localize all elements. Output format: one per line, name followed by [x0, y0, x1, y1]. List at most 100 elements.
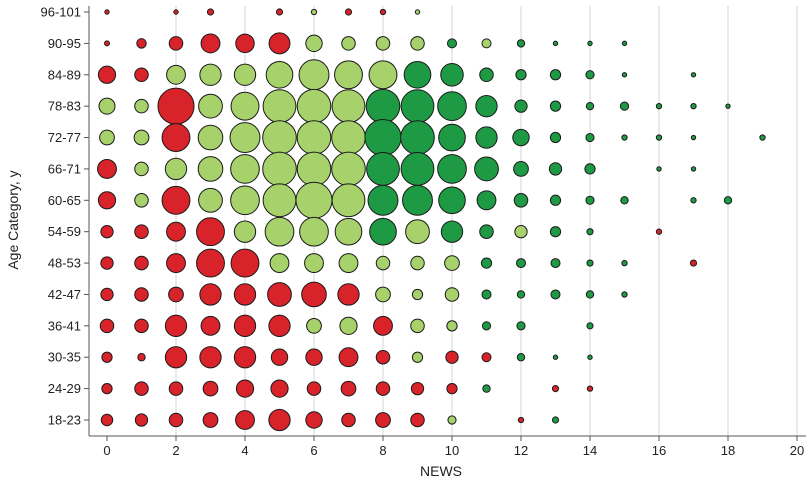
bubble-x8-84-89 [368, 60, 398, 90]
bubble-x18-60-65 [723, 196, 733, 205]
bubble-x7-72-77 [331, 120, 366, 155]
bubble-x14-30-35 [587, 354, 593, 360]
bubble-x9-78-83 [400, 89, 435, 124]
bubble-x8-72-77 [364, 118, 402, 157]
tick-labels: 0 2 4 6 8 10 12 14 16 18 20 18-23 24-29 30-35 36-41 42-… [41, 5, 805, 459]
bubble-x11-66-71 [474, 156, 499, 182]
bubble-x0-18-23 [100, 413, 114, 427]
bubble-x5-18-23 [268, 408, 291, 432]
bubble-x6-84-89 [298, 59, 330, 91]
bubble-x17-78-83 [690, 102, 697, 110]
y-tick-label-72-77: 72-77 [48, 130, 81, 145]
bubble-x10-60-65 [438, 186, 466, 215]
bubble-x8-30-35 [375, 349, 391, 365]
bubble-x1-84-89 [134, 67, 149, 83]
x-tick-label-14: 14 [583, 443, 597, 458]
bubble-x13-48-53 [550, 258, 561, 269]
bubble-x1-48-53 [134, 255, 149, 271]
bubble-x1-30-35 [137, 353, 146, 362]
bubble-x11-36-41 [481, 321, 492, 331]
bubble-x10-18-23 [447, 415, 457, 425]
bubble-x9-90-95 [410, 36, 425, 51]
bubble-x7-54-59 [334, 217, 363, 246]
bubble-x9-42-47 [411, 288, 424, 301]
y-tick-label-66-71: 66-71 [48, 161, 81, 176]
bubble-x16-66-71 [656, 166, 662, 172]
bubble-x15-78-83 [619, 101, 630, 111]
bubble-x10-48-53 [444, 255, 460, 271]
bubble-x1-78-83 [134, 98, 149, 114]
bubble-x11-90-95 [481, 38, 492, 49]
y-tick-label-54-59: 54-59 [48, 224, 81, 239]
bubble-x17-48-53 [689, 259, 698, 267]
bubble-x7-24-29 [340, 380, 357, 397]
bubble-x10-24-29 [446, 382, 458, 395]
bubble-x9-66-71 [400, 152, 435, 186]
bubble-x3-90-95 [200, 33, 221, 54]
y-tick-label-90-95: 90-95 [48, 36, 81, 51]
bubble-x3-60-65 [198, 187, 223, 213]
bubble-x11-48-53 [480, 257, 493, 269]
bubble-x6-24-29 [306, 381, 322, 396]
bubble-x10-36-41 [446, 320, 458, 332]
bubble-x15-72-77 [621, 134, 628, 141]
bubble-x2-96-101 [173, 9, 179, 15]
x-tick-label-6: 6 [310, 443, 317, 458]
bubble-x16-78-83 [655, 102, 663, 110]
bubble-x13-18-23 [551, 416, 560, 424]
bubble-x3-24-29 [202, 380, 219, 397]
bubble-x14-66-71 [584, 163, 596, 175]
bubble-x2-30-35 [164, 346, 188, 369]
bubble-x14-60-65 [585, 195, 595, 205]
bubble-x9-18-23 [410, 412, 425, 428]
bubble-x14-84-89 [585, 70, 595, 80]
bubble-x14-78-83 [585, 101, 595, 111]
bubble-x2-78-83 [157, 87, 195, 125]
bubble-x3-36-41 [200, 315, 221, 336]
x-tick-label-4: 4 [241, 443, 248, 458]
y-tick-label-48-53: 48-53 [48, 256, 81, 271]
bubble-x8-48-53 [375, 255, 391, 271]
bubble-x12-54-59 [514, 225, 528, 239]
y-tick-label-30-35: 30-35 [48, 350, 81, 365]
bubble-x14-72-77 [585, 132, 595, 143]
bubble-x0-30-35 [101, 351, 113, 363]
y-tick-label-84-89: 84-89 [48, 67, 81, 82]
x-tick-label-10: 10 [445, 443, 459, 458]
x-tick-label-8: 8 [379, 443, 386, 458]
bubble-x17-72-77 [690, 134, 697, 141]
y-tick-label-78-83: 78-83 [48, 99, 81, 114]
bubble-x11-54-59 [479, 224, 494, 239]
bubble-x5-48-53 [269, 253, 290, 274]
y-axis-title: Age Category, y [5, 170, 21, 269]
y-tick-label-18-23: 18-23 [48, 413, 81, 428]
bubble-x15-60-65 [620, 196, 629, 205]
bubble-x6-60-65 [295, 181, 333, 219]
bubble-x14-48-53 [586, 259, 594, 267]
bubble-x5-72-77 [262, 120, 297, 155]
bubble-x8-36-41 [373, 315, 393, 336]
bubble-x0-90-95 [104, 40, 110, 47]
bubble-x10-54-59 [440, 220, 464, 243]
bubble-x5-30-35 [270, 348, 289, 366]
bubble-x5-90-95 [268, 32, 291, 55]
bubble-x10-30-35 [445, 350, 459, 364]
bubble-x2-36-41 [164, 314, 188, 338]
bubble-x13-42-47 [550, 289, 561, 300]
bubble-x12-30-35 [516, 353, 526, 362]
bubble-x17-84-89 [690, 72, 697, 78]
bubble-x7-36-41 [339, 316, 358, 335]
bubble-x1-66-71 [134, 161, 149, 177]
bubble-x2-18-23 [168, 412, 184, 428]
bubble-x2-72-77 [161, 123, 191, 152]
bubble-x8-78-83 [365, 88, 401, 124]
bubble-x0-42-47 [100, 287, 114, 302]
bubble-x12-78-83 [514, 99, 528, 113]
bubble-x1-90-95 [136, 38, 147, 49]
bubble-x8-90-95 [375, 36, 391, 51]
bubble-x6-54-59 [299, 216, 329, 247]
bubble-x0-66-71 [97, 158, 117, 179]
bubble-x0-96-101 [104, 9, 110, 15]
bubble-x9-36-41 [410, 318, 425, 334]
bubble-x17-66-71 [690, 166, 697, 172]
